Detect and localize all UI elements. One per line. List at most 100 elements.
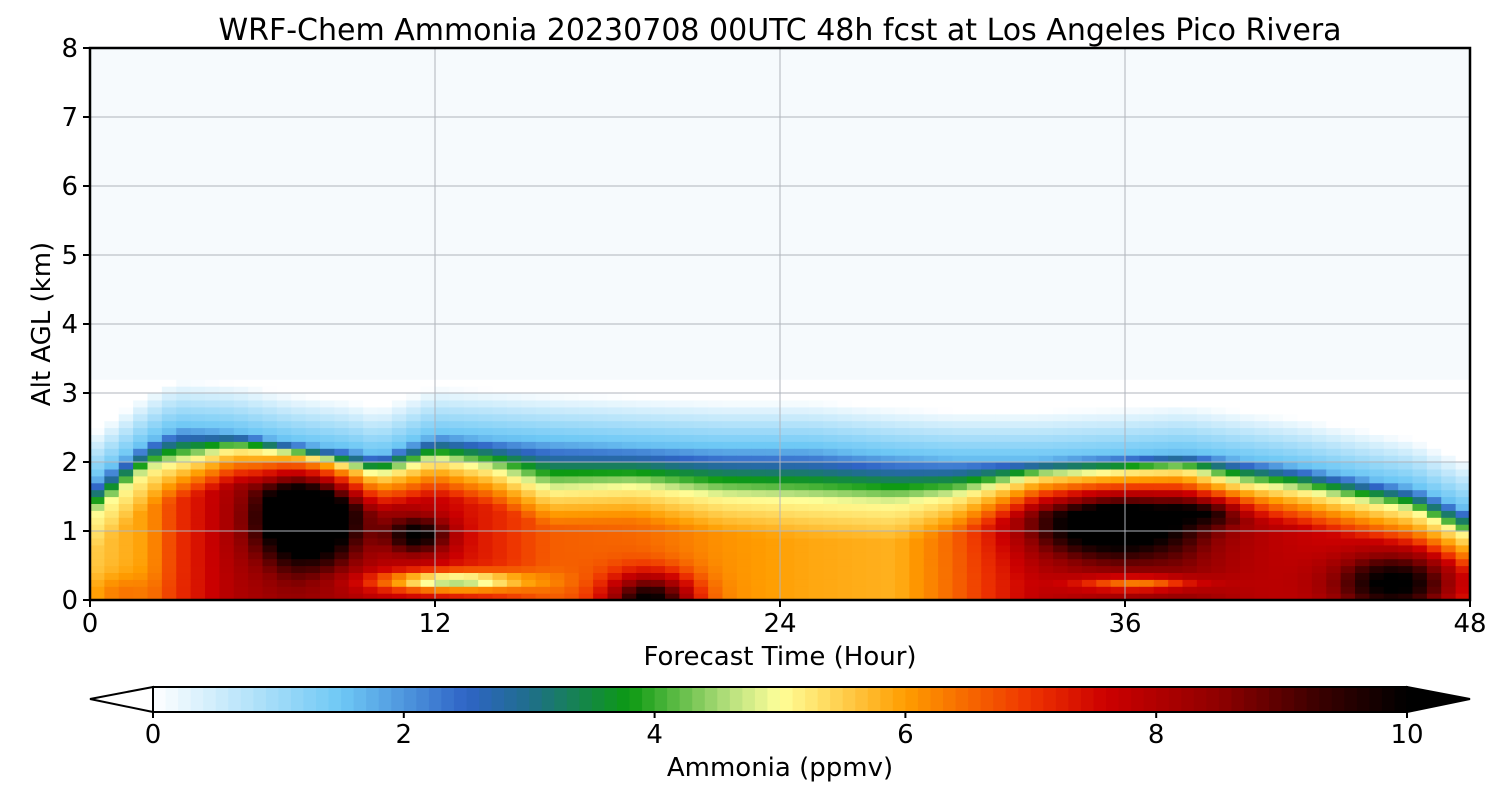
heatmap-cell xyxy=(693,462,709,470)
heatmap-cell xyxy=(219,317,235,325)
heatmap-cell xyxy=(90,406,105,415)
heatmap-cell xyxy=(305,303,321,311)
heatmap-cell xyxy=(736,137,752,146)
heatmap-cell xyxy=(463,365,479,373)
heatmap-cell xyxy=(808,117,824,125)
heatmap-cell xyxy=(406,220,422,228)
heatmap-cell xyxy=(492,241,508,249)
heatmap-cell xyxy=(722,365,738,373)
heatmap-cell xyxy=(909,324,925,332)
heatmap-cell xyxy=(808,482,824,491)
heatmap-cell xyxy=(535,82,551,90)
heatmap-cell xyxy=(780,220,795,228)
heatmap-cell xyxy=(866,537,882,546)
heatmap-cell xyxy=(751,296,767,304)
heatmap-cell xyxy=(262,489,278,498)
heatmap-cell xyxy=(435,372,450,380)
heatmap-cell xyxy=(837,137,853,146)
heatmap-cell xyxy=(909,227,925,235)
heatmap-cell xyxy=(578,206,594,215)
heatmap-cell xyxy=(593,61,609,70)
heatmap-cell xyxy=(679,324,695,332)
heatmap-cell xyxy=(578,358,594,366)
heatmap-cell xyxy=(794,393,810,401)
heatmap-cell xyxy=(161,468,177,477)
heatmap-cell xyxy=(650,82,666,90)
heatmap-cell xyxy=(248,379,264,387)
heatmap-cell xyxy=(521,330,537,339)
heatmap-cell xyxy=(391,158,407,166)
heatmap-cell xyxy=(866,379,882,387)
heatmap-cell xyxy=(334,103,350,111)
heatmap-cell xyxy=(535,199,551,208)
heatmap-cell xyxy=(966,510,982,518)
heatmap-cell xyxy=(233,468,249,477)
heatmap-cell xyxy=(636,130,652,139)
heatmap-cell xyxy=(923,496,939,504)
heatmap-cell xyxy=(521,227,537,235)
heatmap-cell xyxy=(205,248,220,256)
heatmap-cell xyxy=(650,96,666,104)
heatmap-cell xyxy=(895,151,910,159)
heatmap-cell xyxy=(851,61,867,70)
heatmap-cell xyxy=(248,372,264,380)
heatmap-cell xyxy=(909,296,925,304)
heatmap-cell xyxy=(780,117,795,125)
heatmap-cell xyxy=(851,82,867,90)
heatmap-cell xyxy=(233,413,249,422)
heatmap-cell xyxy=(90,324,105,332)
heatmap-cell xyxy=(219,524,235,532)
heatmap-cell xyxy=(780,586,795,594)
heatmap-cell xyxy=(837,241,853,249)
heatmap-cell xyxy=(90,379,105,387)
heatmap-cell xyxy=(104,192,120,201)
heatmap-cell xyxy=(708,82,724,90)
heatmap-cell xyxy=(693,213,709,222)
heatmap-cell xyxy=(780,337,795,346)
heatmap-cell xyxy=(923,386,939,394)
heatmap-cell xyxy=(377,227,393,235)
heatmap-cell xyxy=(808,255,824,263)
heatmap-cell xyxy=(564,565,580,573)
heatmap-cell xyxy=(880,482,896,491)
heatmap-cell xyxy=(219,275,235,284)
heatmap-cell xyxy=(593,110,609,118)
heatmap-cell xyxy=(420,489,436,498)
heatmap-cell xyxy=(118,468,134,477)
heatmap-cell xyxy=(564,462,580,470)
heatmap-cell xyxy=(219,268,235,277)
heatmap-cell xyxy=(506,296,522,304)
heatmap-cell xyxy=(233,510,249,518)
heatmap-cell xyxy=(578,593,594,601)
heatmap-cell xyxy=(895,199,910,208)
heatmap-cell xyxy=(550,413,565,422)
heatmap-cell xyxy=(765,344,781,353)
heatmap-cell xyxy=(679,61,695,70)
heatmap-cell xyxy=(823,337,839,346)
heatmap-cell xyxy=(248,144,264,153)
heatmap-cell xyxy=(90,130,105,139)
heatmap-cell xyxy=(722,199,738,208)
heatmap-cell xyxy=(621,489,637,498)
heatmap-cell xyxy=(780,544,795,553)
heatmap-cell xyxy=(190,268,206,277)
heatmap-cell xyxy=(305,324,321,332)
heatmap-cell xyxy=(406,96,422,104)
heatmap-cell xyxy=(492,406,508,415)
heatmap-cell xyxy=(348,413,364,422)
heatmap-cell xyxy=(650,75,666,84)
heatmap-cell xyxy=(966,186,982,194)
heatmap-cell xyxy=(535,420,551,429)
heatmap-cell xyxy=(679,123,695,132)
heatmap-cell xyxy=(765,427,781,435)
heatmap-cell xyxy=(118,268,134,277)
heatmap-cell xyxy=(363,399,379,408)
heatmap-cell xyxy=(736,117,752,125)
heatmap-cell xyxy=(607,289,623,297)
heatmap-cell xyxy=(938,510,954,518)
heatmap-cell xyxy=(808,372,824,380)
heatmap-cell xyxy=(923,103,939,111)
heatmap-cell xyxy=(607,475,623,484)
heatmap-cell xyxy=(780,427,795,435)
heatmap-cell xyxy=(708,558,724,567)
